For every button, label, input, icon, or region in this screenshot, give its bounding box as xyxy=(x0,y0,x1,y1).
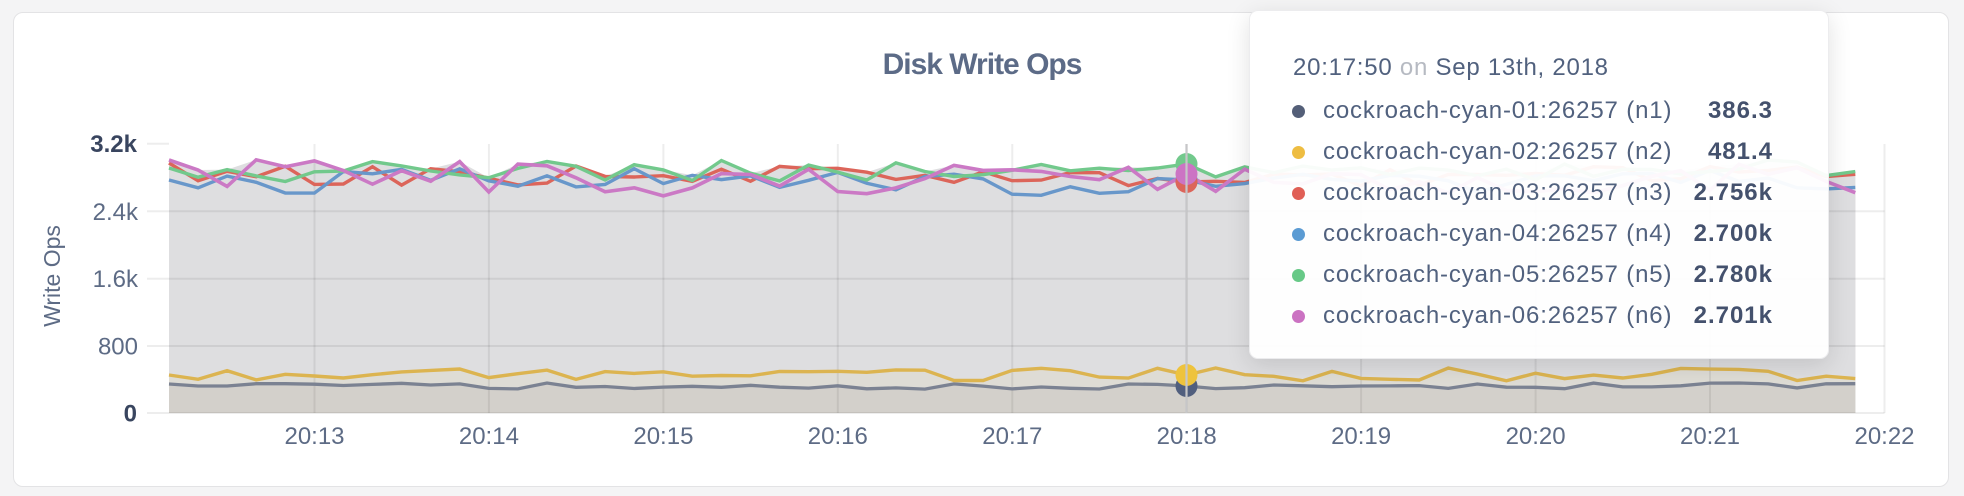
svg-text:20:18: 20:18 xyxy=(1157,423,1217,450)
svg-text:20:15: 20:15 xyxy=(633,423,693,450)
svg-text:20:19: 20:19 xyxy=(1331,423,1391,450)
svg-text:20:14: 20:14 xyxy=(459,423,519,450)
svg-text:20:16: 20:16 xyxy=(808,423,868,450)
svg-text:Disk Write Ops: Disk Write Ops xyxy=(883,48,1082,81)
svg-text:0: 0 xyxy=(124,401,137,428)
svg-text:Write Ops: Write Ops xyxy=(39,225,65,327)
svg-text:20:17: 20:17 xyxy=(982,423,1042,450)
svg-text:3.2k: 3.2k xyxy=(90,131,137,158)
svg-text:1.6k: 1.6k xyxy=(93,266,139,293)
svg-text:800: 800 xyxy=(98,334,138,361)
svg-text:20:20: 20:20 xyxy=(1506,423,1566,450)
svg-text:20:21: 20:21 xyxy=(1680,423,1740,450)
svg-text:20:13: 20:13 xyxy=(284,423,344,450)
svg-text:2.4k: 2.4k xyxy=(93,199,139,226)
svg-text:20:22: 20:22 xyxy=(1854,423,1914,450)
